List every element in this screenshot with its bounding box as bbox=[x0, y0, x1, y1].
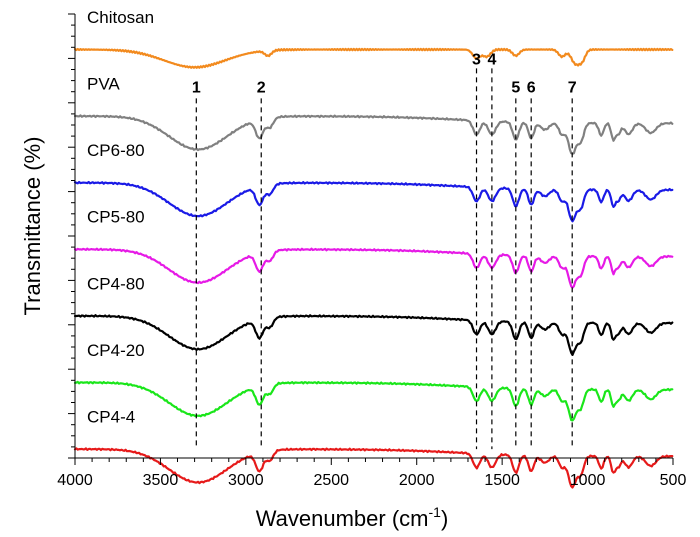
series-line-cp4-20 bbox=[73, 380, 674, 422]
x-tick-label-1500: 1500 bbox=[484, 472, 520, 489]
series-line-cp6-80 bbox=[73, 180, 674, 223]
x-tick-label-1000: 1000 bbox=[570, 472, 606, 489]
series-label-pva: PVA bbox=[87, 74, 120, 93]
plot-layer: Chitosan PVA CP6-80 CP5-80 CP4-80 CP4-20 CP4-4… bbox=[73, 8, 674, 489]
peak-label-4: 4 bbox=[487, 51, 496, 68]
series-label-cp4-4: CP4-4 bbox=[87, 407, 135, 426]
peak-label-1: 1 bbox=[192, 79, 201, 96]
x-axis-title-main: Wavenumber (cm bbox=[256, 506, 429, 531]
x-axis-title: Wavenumber (cm-1) bbox=[256, 504, 449, 531]
axes-layer: 4000 3500 3000 2500 2000 1500 1000 500 bbox=[57, 13, 687, 489]
x-axis-title-sup: -1 bbox=[429, 504, 442, 520]
x-tick-label-2500: 2500 bbox=[313, 472, 349, 489]
peak-label-2: 2 bbox=[257, 79, 266, 96]
series-label-chitosan: Chitosan bbox=[87, 8, 154, 27]
series-label-cp6-80: CP6-80 bbox=[87, 141, 145, 160]
x-axis-title-close: ) bbox=[441, 506, 448, 531]
y-axis-title: Transmittance (%) bbox=[20, 137, 45, 316]
series-label-cp4-20: CP4-20 bbox=[87, 341, 145, 360]
x-tick-label-3500: 3500 bbox=[143, 472, 179, 489]
peak-label-3: 3 bbox=[472, 51, 481, 68]
x-tick-label-500: 500 bbox=[660, 472, 687, 489]
peak-label-5: 5 bbox=[511, 79, 520, 96]
series-line-cp4-80 bbox=[73, 314, 674, 356]
peak-label-7: 7 bbox=[568, 79, 577, 96]
series-line-chitosan bbox=[73, 47, 674, 69]
axis-frame bbox=[74, 14, 673, 459]
series-label-cp5-80: CP5-80 bbox=[87, 208, 145, 227]
x-tick-label-2000: 2000 bbox=[399, 472, 435, 489]
series-line-pva bbox=[73, 114, 674, 155]
series-label-cp4-80: CP4-80 bbox=[87, 274, 145, 293]
series-line-cp4-4 bbox=[73, 447, 674, 489]
peak-label-6: 6 bbox=[527, 79, 536, 96]
series-line-cp5-80 bbox=[73, 247, 674, 289]
x-tick-label-3000: 3000 bbox=[228, 472, 264, 489]
x-tick-label-4000: 4000 bbox=[57, 472, 93, 489]
